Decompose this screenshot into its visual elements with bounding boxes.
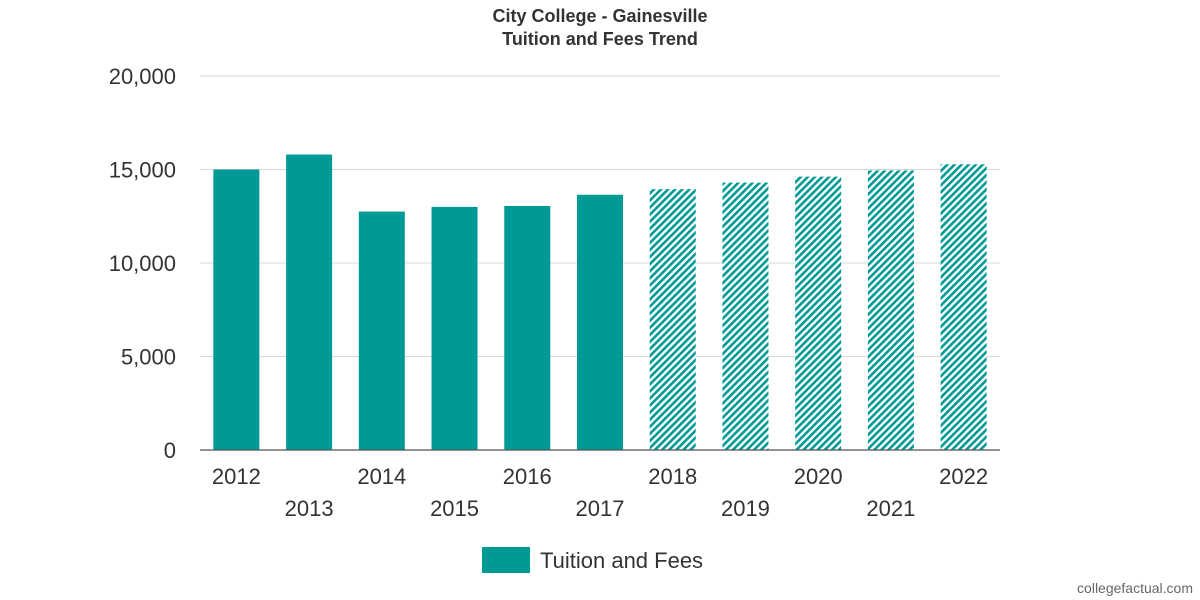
y-axis-labels: 0 5,000 10,000 15,000 20,000 <box>109 64 176 463</box>
legend-label: Tuition and Fees <box>540 548 703 573</box>
bar-2017[interactable] <box>577 194 623 450</box>
legend[interactable]: Tuition and Fees <box>482 547 703 573</box>
bar-2015[interactable] <box>431 206 478 450</box>
x-tick-label: 2015 <box>430 496 479 521</box>
bar-2012[interactable] <box>213 169 260 451</box>
bar-2019[interactable] <box>722 182 769 450</box>
x-tick-label: 2019 <box>721 496 770 521</box>
x-tick-label: 2018 <box>648 464 697 489</box>
source-credit: collegefactual.com <box>1077 580 1193 596</box>
bar-2020[interactable] <box>795 176 842 450</box>
bar-2013[interactable] <box>286 154 333 451</box>
chart-title: City College - Gainesville <box>492 6 707 26</box>
legend-swatch <box>482 547 530 573</box>
bar-2018[interactable] <box>649 189 696 450</box>
y-tick-label: 20,000 <box>109 64 176 89</box>
bar-2022[interactable] <box>940 164 987 450</box>
x-tick-label: 2013 <box>285 496 334 521</box>
y-tick-label: 0 <box>164 438 176 463</box>
x-tick-label: 2020 <box>794 464 843 489</box>
x-axis-labels: 2012 2013 2014 2015 2016 2017 2018 2019 2020 2021… <box>212 464 988 521</box>
chart-subtitle: Tuition and Fees Trend <box>502 29 698 49</box>
x-tick-label: 2014 <box>357 464 406 489</box>
x-tick-label: 2022 <box>939 464 988 489</box>
x-tick-label: 2012 <box>212 464 261 489</box>
y-tick-label: 10,000 <box>109 251 176 276</box>
bar-2014[interactable] <box>358 211 405 450</box>
bar-2016[interactable] <box>504 205 551 450</box>
bar-2021[interactable] <box>867 170 914 450</box>
bars <box>213 154 987 451</box>
x-tick-label: 2021 <box>866 496 915 521</box>
y-tick-label: 5,000 <box>121 345 176 370</box>
y-tick-label: 15,000 <box>109 158 176 183</box>
x-tick-label: 2016 <box>503 464 552 489</box>
x-tick-label: 2017 <box>576 496 625 521</box>
